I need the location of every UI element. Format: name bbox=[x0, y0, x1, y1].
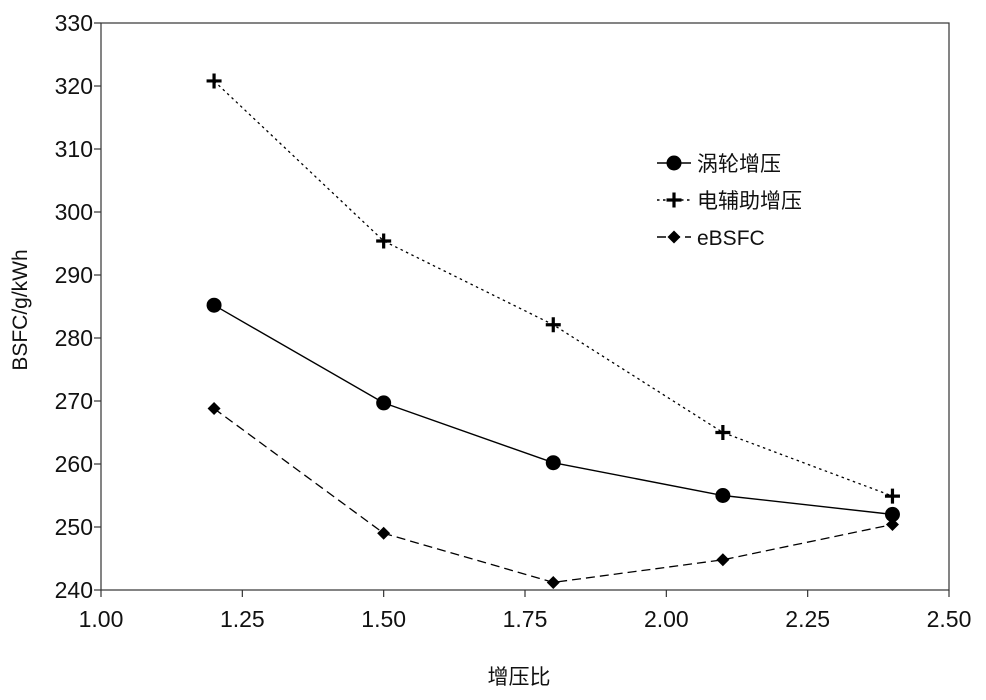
data-point bbox=[207, 402, 221, 416]
series-line bbox=[213, 408, 893, 584]
y-tick-label: 240 bbox=[55, 577, 93, 603]
data-point bbox=[206, 73, 222, 89]
data-point bbox=[885, 517, 899, 531]
data-point bbox=[545, 455, 561, 471]
data-point bbox=[376, 395, 392, 411]
data-point bbox=[206, 297, 222, 313]
legend-marker bbox=[666, 155, 682, 171]
data-point bbox=[376, 233, 392, 249]
x-tick-label: 1.00 bbox=[79, 606, 124, 632]
x-tick-label: 1.50 bbox=[361, 606, 406, 632]
x-tick-label: 2.50 bbox=[927, 606, 972, 632]
data-point bbox=[545, 317, 561, 333]
y-tick-label: 330 bbox=[55, 10, 93, 36]
x-axis: 1.00 1.25 1.50 1.75 2.00 2.25 2.50 bbox=[79, 590, 972, 632]
legend-item: eBSFC bbox=[657, 227, 765, 250]
data-point bbox=[884, 506, 900, 522]
y-tick-label: 280 bbox=[55, 325, 93, 351]
plot-area bbox=[100, 22, 950, 591]
data-point bbox=[884, 488, 900, 504]
series-3 bbox=[207, 402, 899, 589]
x-tick-label: 1.25 bbox=[220, 606, 265, 632]
legend-label: 涡轮增压 bbox=[697, 153, 781, 176]
legend-label: 电辅助增压 bbox=[697, 190, 802, 213]
legend-item: 电辅助增压 bbox=[657, 190, 802, 213]
series-1 bbox=[206, 297, 900, 522]
y-tick-label: 270 bbox=[55, 388, 93, 414]
x-tick-label: 1.75 bbox=[503, 606, 548, 632]
y-tick-label: 250 bbox=[55, 514, 93, 540]
data-point bbox=[377, 526, 391, 540]
data-point bbox=[715, 488, 731, 503]
data-point bbox=[716, 553, 730, 567]
x-tick-label: 2.00 bbox=[644, 606, 689, 632]
y-tick-label: 300 bbox=[55, 199, 93, 225]
y-axis: 240 250 260 270 280 290 300 310 320 330 bbox=[55, 10, 101, 603]
series-2 bbox=[206, 73, 900, 504]
y-tick-label: 310 bbox=[55, 136, 93, 162]
series-line bbox=[213, 80, 893, 497]
legend-marker bbox=[667, 230, 681, 244]
data-point bbox=[546, 575, 560, 589]
y-tick-label: 320 bbox=[55, 73, 93, 99]
y-axis-title: BSFC/g/kWh bbox=[9, 249, 32, 370]
data-point bbox=[715, 425, 731, 440]
legend-marker bbox=[666, 192, 682, 208]
series-layer bbox=[206, 73, 900, 589]
plot-frame bbox=[100, 22, 950, 591]
y-tick-label: 260 bbox=[55, 451, 93, 477]
legend-item: 涡轮增压 bbox=[657, 153, 781, 176]
legend-label: eBSFC bbox=[697, 227, 765, 250]
x-axis-title: 增压比 bbox=[488, 666, 551, 689]
y-tick-label: 290 bbox=[55, 262, 93, 288]
x-tick-label: 2.25 bbox=[785, 606, 830, 632]
